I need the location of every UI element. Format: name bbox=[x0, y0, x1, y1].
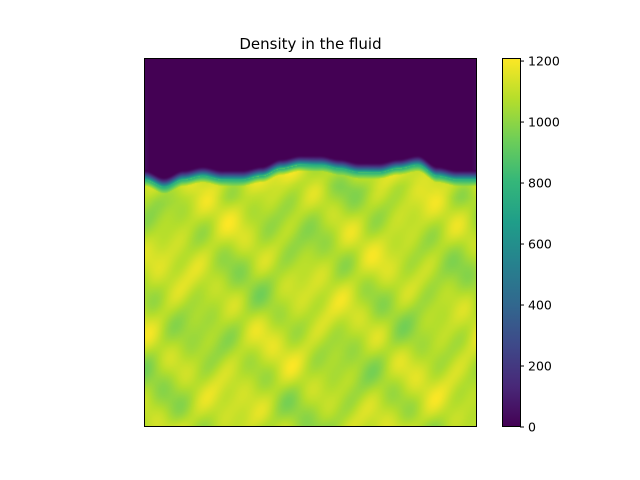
colorbar: 0 200 400 600 800 1000 1200 bbox=[502, 54, 560, 435]
colorbar-tick-label: 1000 bbox=[528, 115, 560, 130]
colorbar-tick-label: 0 bbox=[528, 420, 536, 435]
colorbar-tick-label: 400 bbox=[528, 298, 552, 313]
colorbar-gradient bbox=[502, 58, 520, 427]
plot-frame bbox=[144, 58, 477, 427]
colorbar-ticks: 0 200 400 600 800 1000 1200 bbox=[520, 54, 560, 435]
colorbar-tick-label: 600 bbox=[528, 237, 552, 252]
colorbar-tick-label: 1200 bbox=[528, 54, 560, 69]
colorbar-tick-label: 200 bbox=[528, 359, 552, 374]
heatmap-image bbox=[144, 58, 477, 427]
chart-title: Density in the fluid bbox=[239, 35, 381, 53]
colorbar-frame bbox=[502, 58, 521, 427]
colorbar-tick-label: 800 bbox=[528, 176, 552, 191]
